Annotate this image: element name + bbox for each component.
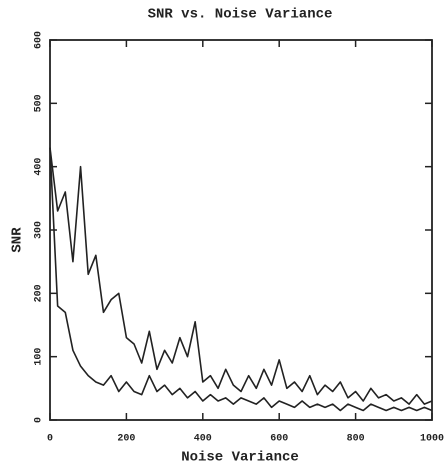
y-tick-label: 600 bbox=[34, 31, 45, 49]
x-tick-label: 200 bbox=[117, 434, 135, 445]
x-tick-label: 0 bbox=[47, 434, 53, 445]
plot-frame bbox=[49, 39, 433, 421]
x-tick-label: 1000 bbox=[420, 434, 444, 445]
y-tick-label: 400 bbox=[34, 158, 45, 176]
y-tick-label: 200 bbox=[34, 284, 45, 302]
chart-title: SNR vs. Noise Variance bbox=[148, 7, 333, 23]
y-tick-label: 300 bbox=[34, 221, 45, 239]
y-tick-label: 0 bbox=[34, 417, 45, 423]
x-tick-label: 600 bbox=[270, 434, 288, 445]
x-axis-label: Noise Variance bbox=[181, 450, 299, 466]
data-line bbox=[49, 147, 433, 405]
y-tick-label: 500 bbox=[34, 94, 45, 112]
y-tick-label: 100 bbox=[34, 348, 45, 366]
x-tick-label: 400 bbox=[194, 434, 212, 445]
y-axis-label: SNR bbox=[10, 227, 26, 253]
data-line bbox=[49, 147, 433, 412]
x-tick-label: 800 bbox=[347, 434, 365, 445]
